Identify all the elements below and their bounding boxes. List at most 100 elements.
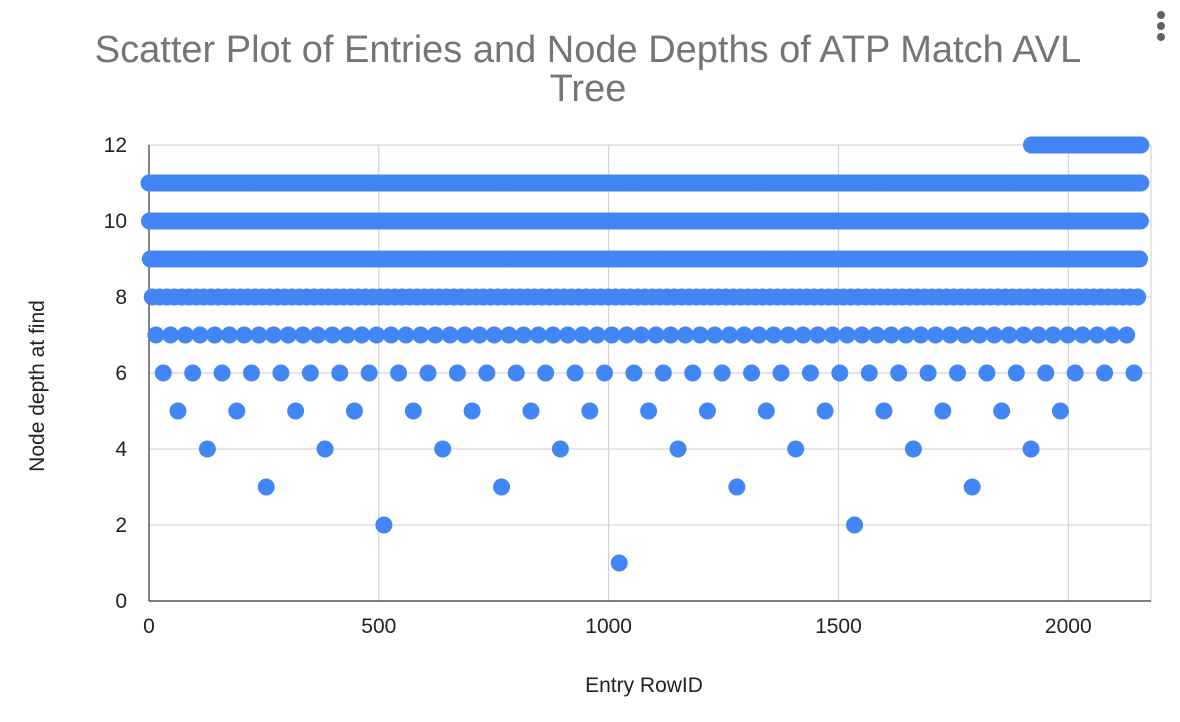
data-point — [515, 327, 532, 344]
data-point — [861, 365, 878, 382]
more-vert-icon — [1157, 11, 1165, 19]
data-point — [1015, 327, 1032, 344]
chart-title: Scatter Plot of Entries and Node Depths … — [95, 29, 1081, 110]
data-point — [456, 327, 473, 344]
data-point — [1008, 365, 1025, 382]
data-point — [875, 403, 892, 420]
data-point — [478, 365, 495, 382]
data-point — [265, 327, 282, 344]
data-point — [625, 365, 642, 382]
data-point — [1131, 251, 1148, 268]
data-point — [640, 403, 657, 420]
data-point — [1045, 327, 1062, 344]
data-point — [1023, 441, 1040, 458]
data-point — [750, 327, 767, 344]
data-point — [1089, 327, 1106, 344]
data-point — [567, 365, 584, 382]
data-point — [743, 365, 760, 382]
data-point — [162, 327, 179, 344]
data-point — [839, 327, 856, 344]
data-point — [1037, 365, 1054, 382]
data-point — [853, 327, 870, 344]
data-point — [192, 327, 209, 344]
data-point — [486, 327, 503, 344]
data-point — [383, 327, 400, 344]
more-options-button[interactable] — [1150, 8, 1172, 44]
data-point — [184, 365, 201, 382]
data-point — [780, 327, 797, 344]
data-point — [530, 327, 547, 344]
data-point — [236, 327, 253, 344]
data-point — [772, 365, 789, 382]
data-point — [419, 365, 436, 382]
x-tick-label: 0 — [143, 615, 155, 638]
data-point — [559, 327, 576, 344]
data-point — [589, 327, 606, 344]
y-tick-label: 4 — [115, 438, 127, 461]
data-point — [464, 403, 481, 420]
data-point — [905, 441, 922, 458]
data-point — [287, 403, 304, 420]
data-point — [214, 365, 231, 382]
data-point — [699, 403, 716, 420]
data-point — [522, 403, 539, 420]
data-point — [920, 365, 937, 382]
data-point — [728, 479, 745, 496]
data-point — [302, 365, 319, 382]
data-point — [537, 365, 554, 382]
data-point — [1132, 175, 1149, 192]
data-point — [1096, 365, 1113, 382]
data-point — [221, 327, 238, 344]
data-point — [353, 327, 370, 344]
y-tick-label: 6 — [115, 362, 127, 385]
y-tick-label: 2 — [115, 514, 127, 537]
data-points — [141, 137, 1150, 572]
data-point — [1059, 327, 1076, 344]
data-point — [942, 327, 959, 344]
data-point — [1118, 327, 1135, 344]
chart-title-line-1: Scatter Plot of Entries and Node Depths … — [95, 29, 1081, 71]
data-point — [471, 327, 488, 344]
x-axis-label: Entry RowID — [585, 674, 703, 697]
y-tick-label: 12 — [104, 134, 127, 157]
data-point — [294, 327, 311, 344]
data-point — [956, 327, 973, 344]
data-point — [1132, 137, 1149, 154]
data-point — [993, 403, 1010, 420]
data-point — [883, 327, 900, 344]
data-point — [890, 365, 907, 382]
data-point — [802, 365, 819, 382]
data-point — [309, 327, 326, 344]
data-point — [809, 327, 826, 344]
data-point — [434, 441, 451, 458]
data-point — [368, 327, 385, 344]
data-point — [1129, 289, 1146, 306]
data-point — [545, 327, 562, 344]
y-tick-label: 0 — [115, 590, 127, 613]
y-tick-label: 10 — [104, 210, 127, 233]
data-point — [177, 327, 194, 344]
tick-labels: 0 2 4 6 8 10 12 0 500 1000 1500 2000 — [104, 134, 1092, 638]
data-point — [868, 327, 885, 344]
data-point — [1000, 327, 1017, 344]
data-point — [736, 327, 753, 344]
data-point — [324, 327, 341, 344]
data-point — [339, 327, 356, 344]
data-point — [390, 365, 407, 382]
data-point — [397, 327, 414, 344]
data-point — [405, 403, 422, 420]
data-point — [228, 403, 245, 420]
data-point — [971, 327, 988, 344]
data-point — [552, 441, 569, 458]
data-point — [280, 327, 297, 344]
data-point — [714, 365, 731, 382]
data-point — [647, 327, 664, 344]
data-point — [272, 365, 289, 382]
data-point — [1030, 327, 1047, 344]
data-point — [1074, 327, 1091, 344]
data-point — [677, 327, 694, 344]
data-point — [596, 365, 613, 382]
x-tick-label: 500 — [361, 615, 396, 638]
data-point — [787, 441, 804, 458]
data-point — [250, 327, 267, 344]
